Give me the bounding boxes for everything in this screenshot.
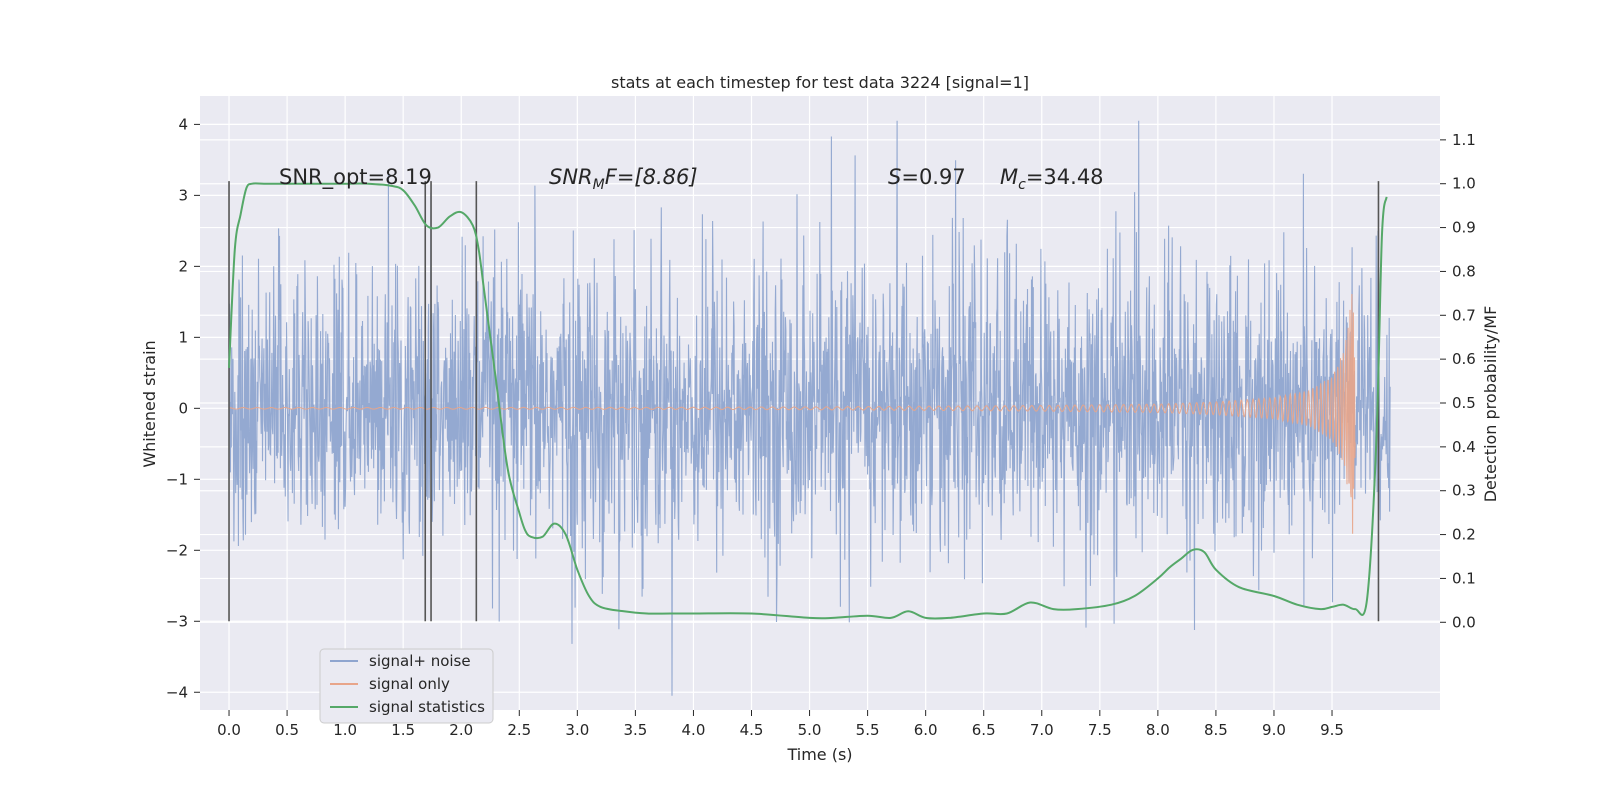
annotation-s-symbol: S [888,165,901,189]
x-tick-label: 6.0 [914,721,938,739]
x-tick-label: 3.5 [623,721,647,739]
x-tick-label: 1.0 [333,721,357,739]
x-tick-label: 0.5 [275,721,299,739]
x-tick-label: 8.0 [1146,721,1170,739]
legend-label-stats: signal statistics [369,698,485,716]
y2-tick-label: 0.0 [1452,613,1476,631]
legend-label-noise: signal+ noise [369,652,471,670]
annotation-mc-value: =34.48 [1026,165,1104,189]
x-tick-label: 0.0 [217,721,241,739]
annotation-snr-mf-subscript: M [593,177,605,193]
x-tick-label: 6.5 [972,721,996,739]
annotation-mc: Mc=34.48 [1000,165,1104,193]
annotation-snr-opt: SNR_opt=8.19 [279,165,432,190]
series-signal-only [229,293,1356,534]
y2-tick-label: 0.7 [1452,306,1476,324]
y-tick-label: 1 [178,328,188,346]
x-tick-label: 5.5 [856,721,880,739]
y2-tick-label: 0.3 [1452,482,1476,500]
signal-trace [229,293,1356,534]
y2-tick-label: 1.1 [1452,131,1476,149]
annotation-s-value: =0.97 [901,165,965,189]
x-axis-label: Time (s) [786,745,852,764]
y-tick-label: −2 [166,541,188,559]
y2-tick-label: 0.6 [1452,350,1476,368]
y2-tick-label: 0.9 [1452,219,1476,237]
x-tick-label: 2.0 [449,721,473,739]
annotation-mc-subscript: c [1018,177,1026,193]
annotation-mc-symbol: M [1000,165,1018,189]
legend-box [319,648,494,724]
x-tick-label: 7.0 [1030,721,1054,739]
y-tick-label: 2 [178,257,188,275]
x-tick-label: 4.0 [682,721,706,739]
legend-label-signal: signal only [369,675,450,693]
x-tick-label: 9.5 [1320,721,1344,739]
x-tick-label: 9.0 [1262,721,1286,739]
annotation-snr-mf-symbol: SNR [549,165,593,189]
axis-ticks: 0.0 0.5 1.0 1.5 2.0 2.5 3.0 3.5 4.0 4.5 5.0 5.5 6.0 6… [166,115,1476,739]
y2-tick-label: 0.2 [1452,526,1476,544]
series-signal-statistics [228,182,1388,620]
x-tick-label: 1.5 [391,721,415,739]
stats-trace [228,182,1388,620]
y2-tick-label: 1.0 [1452,175,1476,193]
x-tick-label: 3.0 [565,721,589,739]
series-signal-noise [228,120,1391,696]
y-tick-label: 4 [178,115,188,133]
y2-tick-label: 0.1 [1452,569,1476,587]
y-tick-label: 3 [178,186,188,204]
y-tick-label: 0 [178,399,188,417]
x-tick-label: 4.5 [740,721,764,739]
y2-tick-label: 0.4 [1452,438,1476,456]
y-tick-label: −3 [166,612,188,630]
y2-tick-label: 0.5 [1452,394,1476,412]
x-tick-label: 8.5 [1204,721,1228,739]
chart-title: stats at each timestep for test data 322… [611,73,1029,92]
y2-tick-label: 0.8 [1452,262,1476,280]
x-tick-label: 5.0 [798,721,822,739]
annotation-snr-mf: SNRMF=[8.86] [549,165,698,193]
y-tick-label: −1 [166,470,188,488]
annotation-snr-mf-value: F=[8.86] [605,165,698,189]
x-tick-label: 2.5 [507,721,531,739]
legend: signal+ noise signal only signal statist… [319,648,494,724]
y-axis-label: Whitened strain [140,340,159,467]
noise-trace [228,120,1391,696]
y2-axis-label: Detection probability/MF [1481,306,1500,503]
x-tick-label: 7.5 [1088,721,1112,739]
y-tick-label: −4 [166,683,188,701]
annotation-s: S=0.97 [888,165,966,189]
